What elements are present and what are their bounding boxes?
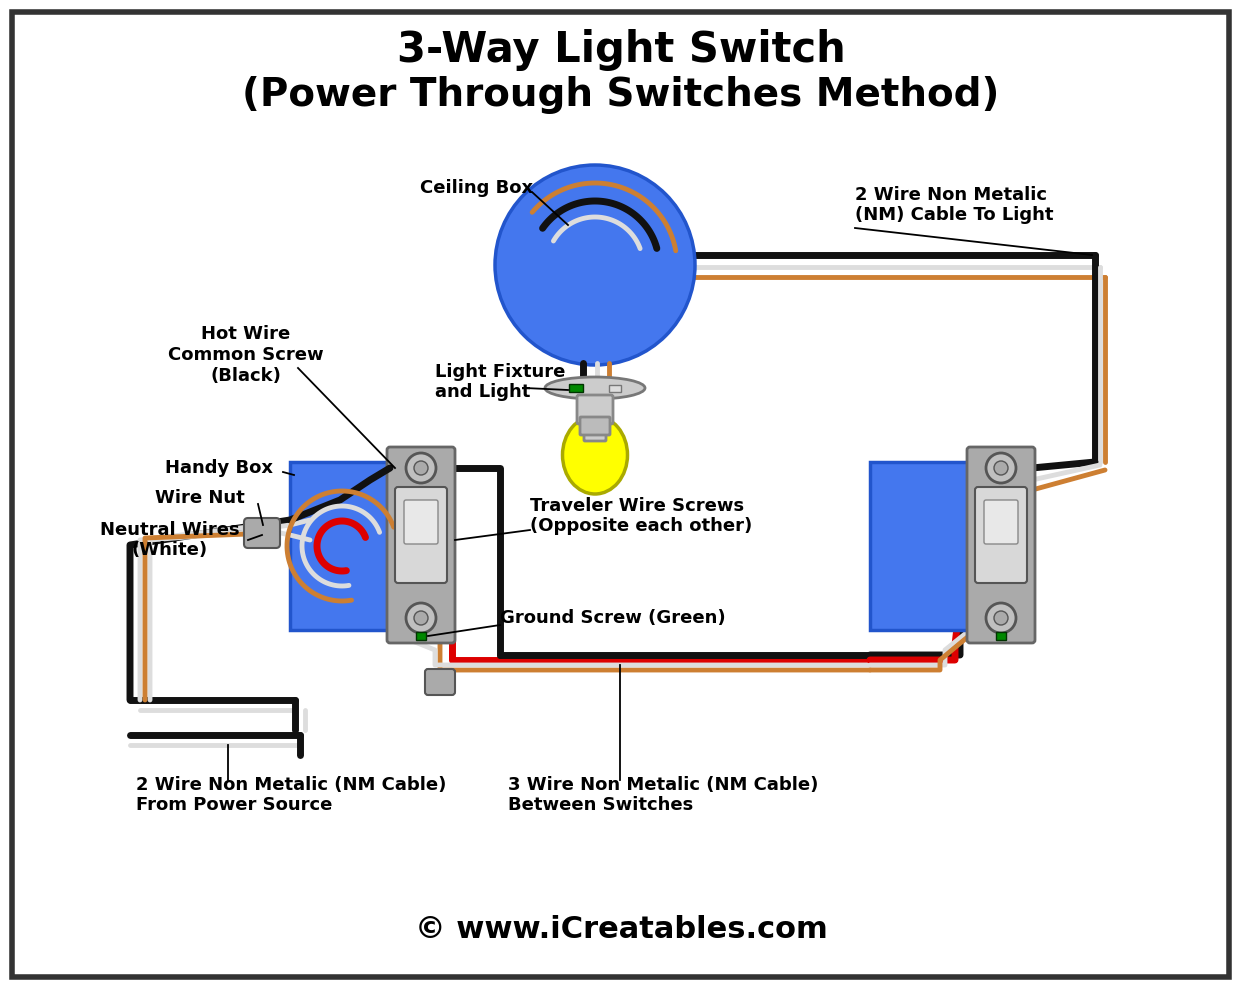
Bar: [997, 632, 1006, 640]
Bar: [416, 632, 426, 640]
Ellipse shape: [562, 416, 628, 494]
FancyBboxPatch shape: [405, 500, 438, 544]
Text: (Power Through Switches Method): (Power Through Switches Method): [242, 76, 1000, 114]
Circle shape: [994, 461, 1008, 475]
Circle shape: [987, 453, 1016, 483]
Text: Handy Box: Handy Box: [165, 459, 273, 477]
Text: 2 Wire Non Metalic
(NM) Cable To Light: 2 Wire Non Metalic (NM) Cable To Light: [855, 186, 1054, 225]
Text: Traveler Wire Screws
(Opposite each other): Traveler Wire Screws (Opposite each othe…: [530, 496, 752, 535]
Text: 2 Wire Non Metalic (NM Cable)
From Power Source: 2 Wire Non Metalic (NM Cable) From Power…: [137, 775, 447, 814]
Circle shape: [414, 611, 428, 625]
FancyBboxPatch shape: [244, 518, 280, 548]
FancyBboxPatch shape: [395, 487, 447, 583]
FancyBboxPatch shape: [975, 487, 1028, 583]
FancyBboxPatch shape: [984, 500, 1018, 544]
FancyBboxPatch shape: [577, 395, 613, 424]
Ellipse shape: [545, 377, 645, 399]
Text: Ground Screw (Green): Ground Screw (Green): [500, 609, 726, 627]
Text: 3 Wire Non Metalic (NM Cable)
Between Switches: 3 Wire Non Metalic (NM Cable) Between Sw…: [508, 775, 818, 814]
FancyBboxPatch shape: [585, 419, 606, 441]
Bar: [570, 384, 583, 392]
Text: Hot Wire
Common Screw
(Black): Hot Wire Common Screw (Black): [168, 325, 324, 385]
Text: 3-Way Light Switch: 3-Way Light Switch: [397, 29, 845, 71]
FancyBboxPatch shape: [387, 447, 455, 643]
Circle shape: [495, 165, 695, 365]
Text: Light Fixture
and Light: Light Fixture and Light: [436, 363, 566, 402]
Text: Neutral Wires
(White): Neutral Wires (White): [101, 520, 240, 560]
Bar: [290, 462, 395, 630]
Text: © www.iCreatables.com: © www.iCreatables.com: [414, 916, 828, 944]
Circle shape: [406, 453, 436, 483]
Bar: [609, 385, 620, 392]
Circle shape: [994, 611, 1008, 625]
FancyBboxPatch shape: [580, 417, 611, 435]
Text: Ceiling Box: Ceiling Box: [419, 179, 534, 197]
FancyBboxPatch shape: [967, 447, 1035, 643]
Text: Wire Nut: Wire Nut: [155, 489, 244, 507]
Bar: [870, 462, 975, 630]
Circle shape: [414, 461, 428, 475]
Circle shape: [987, 603, 1016, 633]
FancyBboxPatch shape: [424, 669, 455, 695]
Circle shape: [406, 603, 436, 633]
